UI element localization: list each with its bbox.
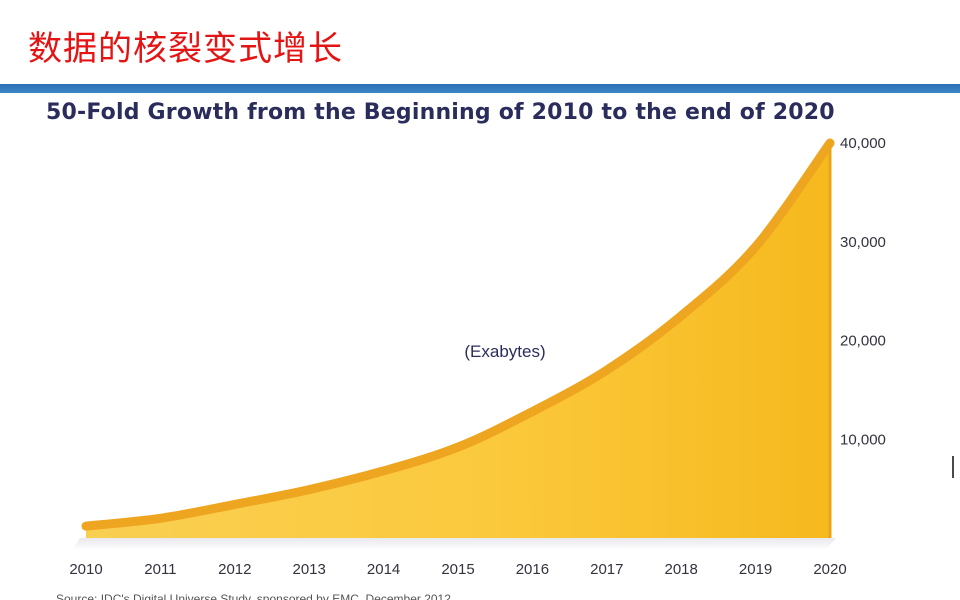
- title-divider: [0, 84, 960, 93]
- x-tick-label: 2011: [144, 561, 176, 578]
- data-point-2019: [754, 245, 758, 249]
- chart-floor: [72, 538, 836, 550]
- unit-label: (Exabytes): [464, 342, 545, 361]
- data-point-2011: [158, 516, 162, 520]
- data-point-2018: [679, 314, 683, 318]
- x-tick-label: 2012: [218, 561, 251, 578]
- data-point-2016: [530, 410, 534, 414]
- x-tick-label: 2013: [293, 561, 326, 578]
- y-tick-label: 20,000: [840, 333, 886, 350]
- x-tick-label: 2017: [590, 561, 623, 578]
- data-point-2010: [84, 524, 88, 528]
- x-tick-label: 2018: [665, 561, 698, 578]
- y-tick-label: 40,000: [840, 135, 886, 152]
- data-point-2017: [605, 368, 609, 372]
- series-line: [81, 138, 835, 531]
- x-tick-label: 2016: [516, 561, 549, 578]
- x-tick-label: 2019: [739, 561, 772, 578]
- chart-title: 50-Fold Growth from the Beginning of 201…: [46, 100, 835, 125]
- x-tick-label: 2014: [367, 561, 400, 578]
- data-point-2012: [233, 502, 237, 506]
- y-tick-label: 10,000: [840, 431, 886, 448]
- slide-title: 数据的核裂变式增长: [28, 29, 343, 69]
- data-point-2015: [456, 445, 460, 449]
- x-tick-label: 2010: [69, 561, 102, 578]
- data-point-2013: [307, 488, 311, 492]
- series-area: [86, 143, 830, 538]
- data-point-2014: [382, 469, 386, 473]
- y-tick-label: 30,000: [840, 234, 886, 251]
- x-tick-label: 2015: [441, 561, 474, 578]
- x-tick-label: 2020: [813, 561, 846, 578]
- slide-edge-marker: [952, 456, 954, 478]
- data-point-2020: [828, 141, 832, 145]
- source-note: Source: IDC's Digital Universe Study, sp…: [56, 592, 451, 600]
